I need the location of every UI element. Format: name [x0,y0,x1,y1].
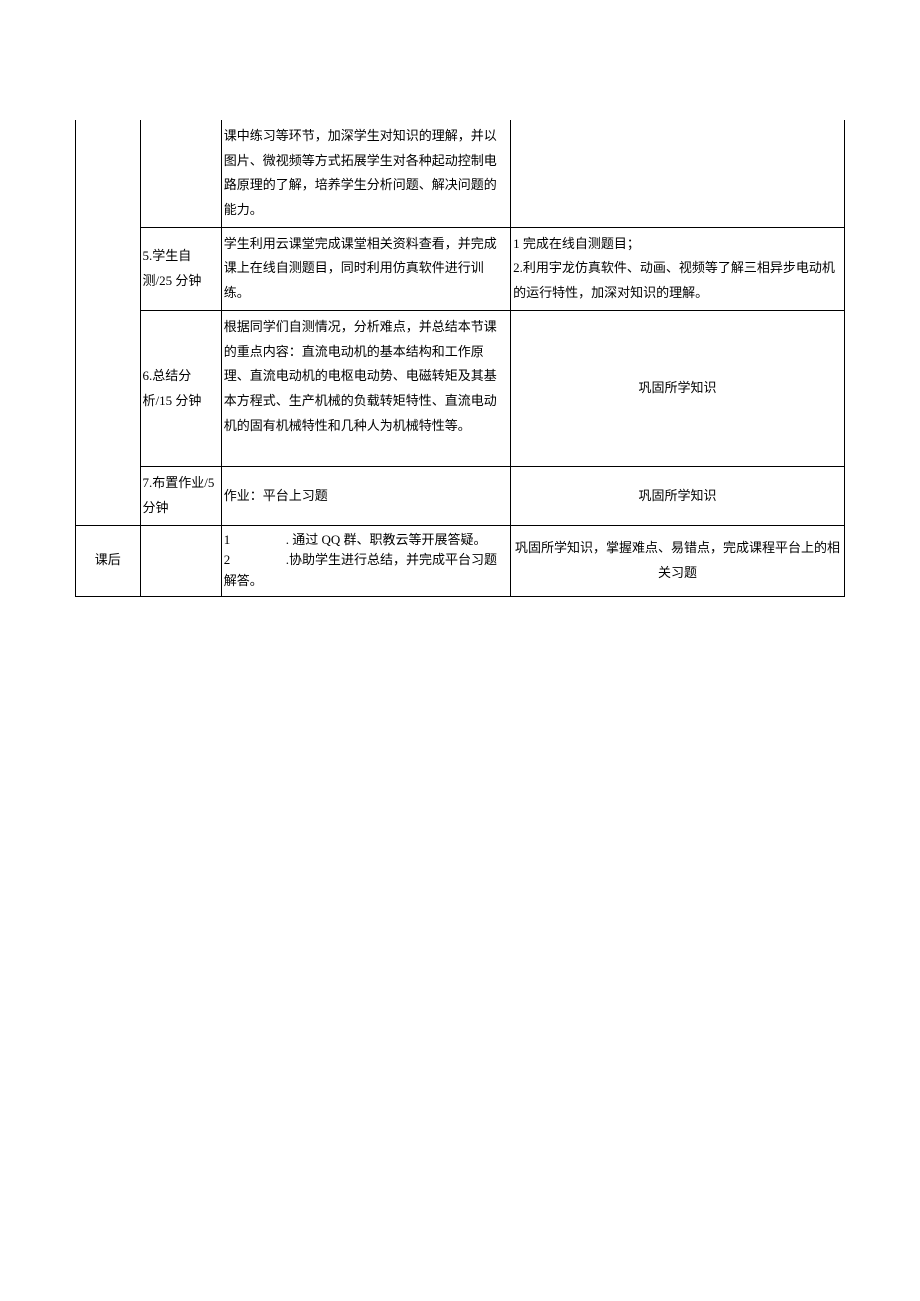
lesson-plan-table: 课中练习等环节，加深学生对知识的理解，并以图片、微视频等方式拓展学生对各种起动控… [75,120,845,597]
teacher-activity-cell: 1 . 通过 QQ 群、职教云等开展答疑。 2.协助学生进行总结，并完成平台习题解… [221,525,510,596]
phase-cell: 课后 [76,525,141,596]
list-item: 2.协助学生进行总结，并完成平台习题解答。 [224,550,508,592]
student-activity-cell: 1 完成在线自测题目； 2.利用宇龙仿真软件、动画、视频等了解三相异步电动机的运… [511,227,845,310]
step-cell: 6.总结分析/15 分钟 [140,310,221,466]
student-activity-cell: 巩固所学知识 [511,310,845,466]
step-cell [140,525,221,596]
table-row: 课中练习等环节，加深学生对知识的理解，并以图片、微视频等方式拓展学生对各种起动控… [76,120,845,227]
student-activity-cell: 巩固所学知识，掌握难点、易错点，完成课程平台上的相关习题 [511,525,845,596]
list-item: 1 . 通过 QQ 群、职教云等开展答疑。 [224,530,508,551]
student-activity-cell [511,120,845,227]
table-row: 7.布置作业/5 分钟 作业：平台上习题 巩固所学知识 [76,467,845,525]
table-row: 5.学生自测/25 分钟 学生利用云课堂完成课堂相关资料查看，并完成课上在线自测… [76,227,845,310]
table-row: 6.总结分析/15 分钟 根据同学们自测情况，分析难点，并总结本节课的重点内容：… [76,310,845,466]
student-activity-cell: 巩固所学知识 [511,467,845,525]
table-row: 课后 1 . 通过 QQ 群、职教云等开展答疑。 2.协助学生进行总结，并完成平台… [76,525,845,596]
list-number: 2 [224,550,234,571]
step-cell: 5.学生自测/25 分钟 [140,227,221,310]
list-text: . 通过 QQ 群、职教云等开展答疑。 [286,532,487,547]
teacher-activity-cell: 课中练习等环节，加深学生对知识的理解，并以图片、微视频等方式拓展学生对各种起动控… [221,120,510,227]
teacher-activity-cell: 根据同学们自测情况，分析难点，并总结本节课的重点内容：直流电动机的基本结构和工作… [221,310,510,466]
teacher-activity-cell: 学生利用云课堂完成课堂相关资料查看，并完成课上在线自测题目，同时利用仿真软件进行… [221,227,510,310]
list-text: .协助学生进行总结，并完成平台习题解答。 [224,552,497,588]
teacher-activity-cell: 作业：平台上习题 [221,467,510,525]
step-cell [140,120,221,227]
list-number: 1 [224,530,234,551]
step-cell: 7.布置作业/5 分钟 [140,467,221,525]
phase-cell [76,120,141,525]
